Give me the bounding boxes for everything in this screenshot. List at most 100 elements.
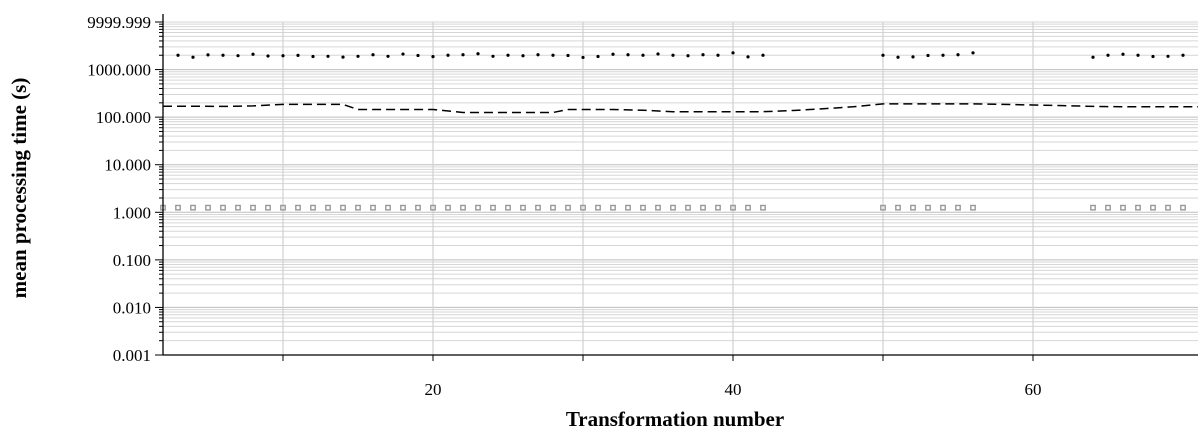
data-point-square	[730, 204, 736, 211]
data-point-square	[400, 204, 406, 211]
data-point-dot	[686, 54, 690, 58]
data-point-dot	[1121, 52, 1125, 56]
data-point-square	[610, 204, 616, 211]
data-point-dot	[701, 53, 705, 57]
data-point-dot	[491, 54, 495, 58]
data-point-square	[1180, 204, 1186, 211]
data-point-dot	[596, 54, 600, 59]
series-layer	[160, 51, 1198, 211]
y-tick-label: 10.000	[104, 156, 151, 175]
data-point-dot	[1106, 53, 1110, 57]
data-point-dot	[221, 53, 225, 57]
data-point-dot	[761, 53, 765, 57]
data-point-square	[325, 204, 331, 211]
data-point-dot	[1151, 54, 1155, 59]
data-point-dot	[476, 52, 480, 56]
data-point-dot	[356, 54, 360, 58]
data-point-dot	[1166, 54, 1170, 58]
axes-layer	[155, 14, 1198, 361]
data-point-square	[1120, 204, 1126, 211]
series-line-dashed	[163, 103, 1198, 114]
data-point-dot	[881, 53, 885, 57]
data-point-dot	[386, 54, 390, 58]
y-axis-title: mean processing time (s)	[7, 78, 31, 299]
data-point-dot	[1136, 53, 1140, 57]
y-tick-label: 0.010	[113, 298, 151, 317]
data-point-square	[670, 204, 676, 211]
data-point-square	[895, 204, 901, 211]
data-point-square	[310, 204, 316, 211]
data-point-dot	[926, 53, 930, 58]
data-point-square	[340, 204, 346, 211]
data-point-dot	[461, 53, 465, 57]
data-point-dot	[536, 53, 540, 57]
y-tick-label: 0.001	[113, 346, 151, 365]
x-tick-label: 40	[725, 380, 742, 399]
y-tick-label: 0.100	[113, 251, 151, 270]
data-point-square	[1135, 204, 1141, 211]
data-point-square	[490, 204, 496, 211]
data-point-dot	[656, 52, 660, 56]
data-point-dot	[911, 55, 915, 59]
data-point-dot	[206, 53, 210, 57]
x-tick-label: 60	[1025, 380, 1042, 399]
y-tick-label: 9999.999	[87, 13, 151, 32]
data-point-square	[625, 204, 631, 211]
data-point-dot	[941, 53, 945, 57]
grid-layer	[163, 21, 1198, 356]
data-point-dot	[551, 53, 555, 57]
data-point-square	[640, 204, 646, 211]
data-point-square	[715, 204, 721, 211]
data-point-square	[580, 204, 586, 211]
data-point-square	[460, 204, 466, 211]
data-point-square	[205, 204, 211, 211]
data-point-dot	[671, 53, 675, 57]
data-point-square	[175, 204, 181, 211]
data-point-dot	[956, 53, 960, 57]
y-tick-label: 100.000	[96, 108, 151, 127]
data-point-dot	[566, 53, 570, 58]
data-point-dot	[896, 55, 900, 59]
data-point-square	[550, 204, 556, 211]
data-point-square	[910, 204, 916, 211]
data-point-square	[280, 204, 286, 211]
data-point-dot	[341, 55, 345, 59]
data-point-square	[415, 204, 421, 211]
data-point-dot	[176, 53, 180, 57]
data-point-dot	[281, 54, 285, 58]
data-point-square	[295, 204, 301, 211]
data-point-square	[250, 204, 256, 211]
data-point-dot	[311, 54, 315, 59]
data-point-square	[430, 204, 436, 211]
data-point-dot	[521, 54, 525, 58]
data-point-square	[385, 204, 391, 211]
data-point-dot	[251, 52, 255, 56]
y-tick-label: 1.000	[113, 203, 151, 222]
data-point-dot	[236, 54, 240, 58]
data-point-dot	[626, 53, 630, 57]
data-point-square	[925, 204, 931, 211]
data-point-square	[505, 204, 511, 211]
data-point-dot	[506, 53, 510, 57]
data-point-square	[535, 204, 541, 211]
data-point-square	[760, 204, 766, 211]
data-point-square	[235, 204, 241, 211]
data-point-dot	[416, 53, 420, 58]
data-point-dot	[191, 55, 195, 59]
data-point-square	[190, 204, 196, 211]
data-point-dot	[971, 51, 975, 55]
data-point-dot	[716, 53, 720, 57]
data-point-square	[1105, 204, 1111, 211]
data-point-dot	[581, 55, 585, 60]
data-point-dot	[431, 55, 435, 59]
data-point-square	[1165, 204, 1171, 211]
data-point-dot	[1181, 53, 1185, 57]
data-point-dot	[326, 54, 330, 58]
data-point-square	[880, 204, 886, 211]
data-point-dot	[371, 53, 375, 57]
data-point-dot	[296, 53, 300, 57]
data-point-square	[565, 204, 571, 211]
data-point-dot	[401, 52, 405, 56]
